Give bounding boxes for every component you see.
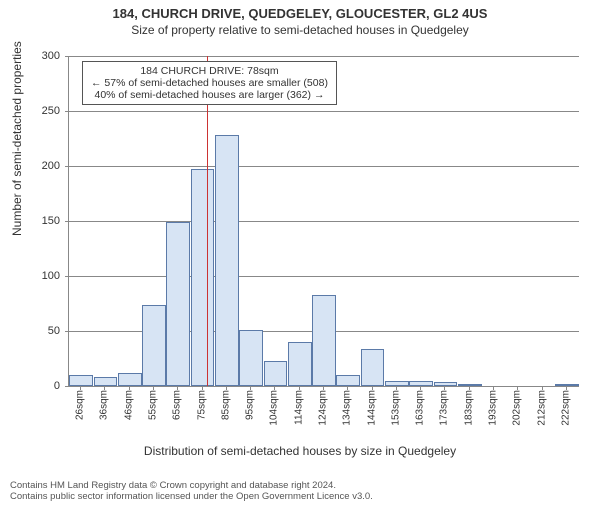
chart-area: 26sqm 36sqm 46sqm 55sqm 65sqm 75sqm 85sqm 95sqm… xyxy=(68,56,578,426)
histogram-bar xyxy=(118,373,142,386)
y-tick-mark xyxy=(65,56,69,57)
page-subtitle: Size of property relative to semi-detach… xyxy=(0,23,600,37)
x-tick-label: 153sqm xyxy=(390,390,401,426)
x-tick-label: 114sqm xyxy=(293,390,304,425)
histogram-bar xyxy=(142,305,166,386)
histogram-bar xyxy=(458,384,482,386)
y-tick-mark xyxy=(65,221,69,222)
histogram-bar xyxy=(191,169,215,386)
y-tick-label: 0 xyxy=(0,380,60,392)
gridline xyxy=(69,276,579,277)
y-tick-label: 200 xyxy=(0,160,60,172)
x-tick-label: 134sqm xyxy=(342,390,353,426)
x-tick-label: 36sqm xyxy=(99,390,110,420)
plot-area xyxy=(68,56,579,387)
y-axis-label: Number of semi-detached properties xyxy=(10,41,24,236)
y-tick-mark xyxy=(65,386,69,387)
x-tick-label: 75sqm xyxy=(196,390,207,420)
histogram-bar xyxy=(555,384,579,386)
x-tick-label: 202sqm xyxy=(512,390,523,426)
gridline xyxy=(69,111,579,112)
reference-line xyxy=(207,56,208,386)
histogram-bar xyxy=(312,295,336,386)
annotation-box: 184 CHURCH DRIVE: 78sqm ← 57% of semi-de… xyxy=(82,61,337,105)
x-tick-label: 183sqm xyxy=(463,390,474,426)
histogram-bar xyxy=(215,135,239,386)
footer-line-2: Contains public sector information licen… xyxy=(10,491,373,502)
x-tick-label: 212sqm xyxy=(536,390,547,426)
annotation-line-2: ← 57% of semi-detached houses are smalle… xyxy=(91,77,328,89)
gridline xyxy=(69,221,579,222)
y-tick-mark xyxy=(65,166,69,167)
x-tick-label: 104sqm xyxy=(269,390,280,426)
histogram-bar xyxy=(264,361,288,386)
x-tick-label: 193sqm xyxy=(488,390,499,426)
x-tick-label: 222sqm xyxy=(560,390,571,426)
x-tick-label: 95sqm xyxy=(245,390,256,420)
y-tick-label: 250 xyxy=(0,105,60,117)
histogram-bar xyxy=(69,375,93,386)
histogram-bar xyxy=(166,222,190,386)
histogram-bar xyxy=(385,381,409,387)
footer-line-1: Contains HM Land Registry data © Crown c… xyxy=(10,480,373,491)
x-tick-label: 46sqm xyxy=(123,390,134,420)
y-tick-label: 150 xyxy=(0,215,60,227)
histogram-bar xyxy=(239,330,263,386)
y-tick-label: 300 xyxy=(0,50,60,62)
x-axis-label: Distribution of semi-detached houses by … xyxy=(0,444,600,458)
x-tick-label: 85sqm xyxy=(220,390,231,420)
page-title: 184, CHURCH DRIVE, QUEDGELEY, GLOUCESTER… xyxy=(0,6,600,21)
y-tick-mark xyxy=(65,331,69,332)
annotation-line-1: 184 CHURCH DRIVE: 78sqm xyxy=(91,65,328,77)
x-tick-label: 163sqm xyxy=(415,390,426,426)
histogram-bar xyxy=(94,377,118,386)
gridline xyxy=(69,56,579,57)
y-tick-mark xyxy=(65,111,69,112)
histogram-bar xyxy=(361,349,385,386)
x-tick-label: 124sqm xyxy=(318,390,329,426)
y-tick-mark xyxy=(65,276,69,277)
x-tick-label: 144sqm xyxy=(366,390,377,426)
footer-attribution: Contains HM Land Registry data © Crown c… xyxy=(10,480,373,502)
x-tick-label: 65sqm xyxy=(172,390,183,420)
x-tick-label: 55sqm xyxy=(148,390,159,420)
y-tick-label: 50 xyxy=(0,325,60,337)
histogram-bar xyxy=(288,342,312,386)
annotation-line-3: 40% of semi-detached houses are larger (… xyxy=(91,89,328,101)
gridline xyxy=(69,166,579,167)
x-tick-label: 173sqm xyxy=(439,390,450,426)
y-tick-label: 100 xyxy=(0,270,60,282)
histogram-bar xyxy=(336,375,360,386)
x-tick-label: 26sqm xyxy=(75,390,86,420)
